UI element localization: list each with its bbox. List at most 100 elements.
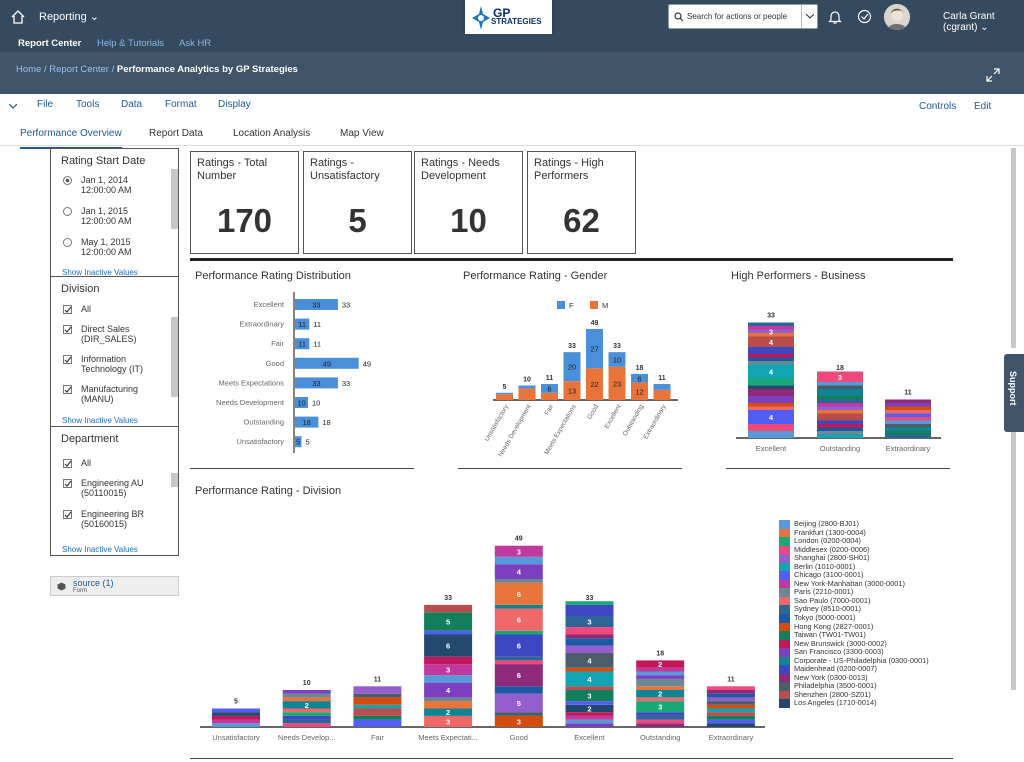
total-label: 33 — [586, 595, 594, 602]
scrollbar[interactable] — [171, 169, 178, 229]
segment-label: 3 — [446, 666, 450, 675]
radio-icon[interactable] — [63, 207, 72, 216]
radio-selected-icon[interactable] — [63, 176, 72, 185]
nav-help-tutorials[interactable]: Help & Tutorials — [97, 38, 165, 49]
data-label: 33 — [342, 379, 350, 388]
bar-segment — [282, 719, 331, 724]
chart-high-performers-business[interactable]: 444333Excellent318Outstanding11Extraordi… — [726, 290, 956, 470]
bar-segment — [636, 686, 685, 690]
chevron-down-icon — [806, 14, 814, 19]
bar-segment — [494, 579, 543, 583]
segment-label: 3 — [446, 717, 450, 726]
checkbox-checked-icon[interactable] — [63, 355, 72, 364]
legend-label: Taiwan (TW01-TW01) — [794, 630, 866, 640]
segment-label: 6 — [446, 642, 450, 651]
avatar[interactable] — [884, 4, 910, 30]
checkbox-checked-icon[interactable] — [63, 325, 72, 334]
kpi-total-ratings[interactable]: Ratings - Total Number 170 — [190, 151, 299, 254]
source-item[interactable]: source (1) Form — [50, 576, 179, 596]
task-check-icon[interactable] — [857, 9, 872, 24]
cube-icon — [57, 582, 66, 591]
tab-performance-overview[interactable]: Performance Overview — [20, 128, 122, 149]
legend-swatch — [779, 554, 790, 563]
bell-icon[interactable] — [828, 9, 842, 25]
bar-segment — [636, 667, 685, 672]
menu-display[interactable]: Display — [218, 99, 251, 110]
tab-report-data[interactable]: Report Data — [149, 128, 203, 139]
search-field[interactable]: Search for actions or people — [668, 4, 818, 29]
tick-label: Outstanding — [640, 733, 680, 742]
module-switcher[interactable]: Reporting ⌄ — [39, 10, 99, 23]
bar-segment — [748, 361, 794, 365]
bar-segment — [817, 399, 863, 403]
breadcrumb-report-center[interactable]: Report Center — [49, 64, 109, 75]
edit-button[interactable]: Edit — [974, 101, 992, 112]
bar-segment — [885, 413, 931, 417]
chart-rating-division[interactable]: 5 Unsatisfactory 2 10 Needs Develop... 11 Fair… — [190, 500, 770, 750]
total-label: 11 — [546, 375, 554, 382]
menu-data[interactable]: Data — [121, 99, 143, 110]
page-scrollbar-lower[interactable] — [1011, 430, 1016, 690]
legend-label: Los Angeles (1710-0014) — [794, 698, 877, 708]
bar-segment — [817, 420, 863, 424]
bar-segment — [817, 385, 863, 389]
bar-segment — [748, 410, 794, 424]
bar-segment-m — [608, 366, 626, 400]
scrollbar[interactable] — [171, 317, 178, 397]
checkbox-checked-icon[interactable] — [63, 459, 72, 468]
bar-segment-f — [608, 352, 626, 367]
nav-report-center[interactable]: Report Center — [18, 38, 82, 49]
data-label: 5 — [306, 438, 310, 447]
collapse-chevron-icon[interactable] — [9, 104, 17, 109]
filter-option-label: Manufacturing (MANU) — [81, 384, 139, 404]
bar-segment — [706, 708, 755, 713]
tick-label: Needs Development — [216, 398, 285, 407]
legend-swatch-f — [557, 301, 565, 309]
breadcrumb-home[interactable]: Home — [16, 64, 42, 75]
support-tab[interactable]: Support — [1004, 354, 1024, 432]
legend-label: Shanghai (2800-SH01) — [794, 553, 870, 563]
tab-location-analysis[interactable]: Location Analysis — [233, 128, 311, 139]
radio-icon[interactable] — [63, 238, 72, 247]
show-inactive-link[interactable]: Show Inactive Values — [62, 268, 138, 277]
tick-label: Outstanding — [820, 444, 860, 453]
bar-inside-label: 33 — [312, 301, 320, 310]
checkbox-checked-icon[interactable] — [63, 305, 72, 314]
chart-rating-distribution[interactable]: Excellent 33 33 Extraordinary 11 11 Fair 11 11 Go… — [190, 290, 414, 460]
menu-format[interactable]: Format — [165, 99, 197, 110]
menu-file[interactable]: File — [37, 99, 54, 110]
scrollbar[interactable] — [171, 473, 178, 487]
bar-segment-f — [653, 384, 671, 390]
kpi-high-performers[interactable]: Ratings - High Performers 62 — [527, 151, 636, 254]
bar-segment-m — [541, 392, 558, 400]
bar-segment — [424, 612, 473, 631]
menu-tools[interactable]: Tools — [76, 99, 100, 110]
segment-label: 4 — [769, 368, 774, 377]
search-scope-dropdown[interactable] — [801, 5, 817, 28]
page-scrollbar[interactable] — [1011, 148, 1016, 348]
bar-segment — [565, 645, 614, 653]
show-inactive-link[interactable]: Show Inactive Values — [62, 545, 138, 554]
tick-label: Excellent — [603, 403, 622, 430]
bar-segment — [424, 675, 473, 683]
checkbox-checked-icon[interactable] — [63, 479, 72, 488]
tab-map-view[interactable]: Map View — [340, 128, 384, 139]
home-icon[interactable] — [10, 9, 26, 25]
tick-label: Extraordinary — [642, 403, 668, 441]
kpi-needs-development[interactable]: Ratings - Needs Development 10 — [414, 151, 523, 254]
bar-segment — [494, 634, 543, 657]
controls-button[interactable]: Controls — [919, 101, 957, 112]
segment-label: 13 — [568, 387, 576, 396]
bar-segment — [817, 382, 863, 386]
fullscreen-icon[interactable] — [986, 68, 1000, 82]
total-label: 5 — [503, 384, 507, 391]
user-menu[interactable]: Carla Grant (cgrant) ⌄ — [943, 11, 1024, 33]
show-inactive-link[interactable]: Show Inactive Values — [62, 416, 138, 425]
segment-label: 5 — [517, 699, 521, 708]
legend-label: London (0200-0004) — [794, 536, 861, 546]
checkbox-checked-icon[interactable] — [63, 385, 72, 394]
nav-ask-hr[interactable]: Ask HR — [179, 38, 212, 49]
kpi-unsatisfactory[interactable]: Ratings - Unsatisfactory 5 — [303, 151, 412, 254]
checkbox-checked-icon[interactable] — [63, 510, 72, 519]
